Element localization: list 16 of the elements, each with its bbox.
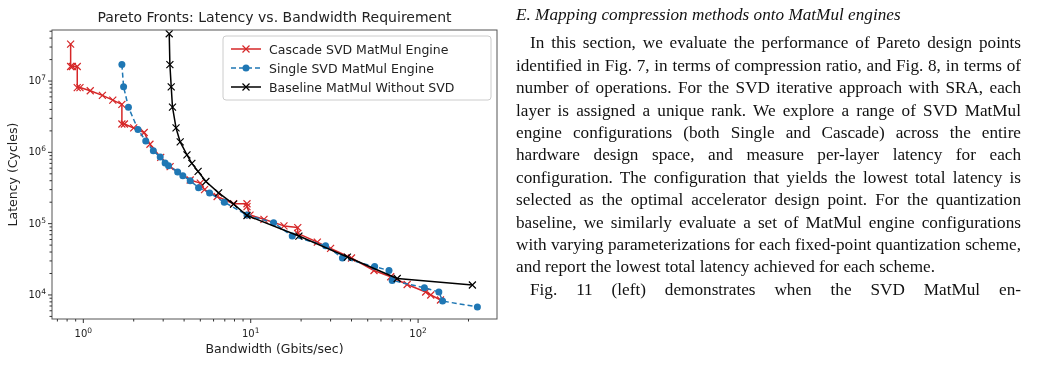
- y-tick-label: 10$^{5}$: [28, 215, 47, 229]
- x-tick-label: 10$^{1}$: [241, 325, 260, 339]
- y-tick-label: 10$^{7}$: [28, 72, 47, 87]
- x-axis-title: Bandwidth (Gbits/sec): [205, 341, 344, 356]
- y-tick-label: 10$^{6}$: [28, 143, 47, 158]
- chart-title: Pareto Fronts: Latency vs. Bandwidth Requirement: [97, 9, 453, 25]
- text: E. Mapping compression methods onto MatMul engines: [516, 4, 902, 26]
- caption: Fig. 11 (left) demonstrates when the SVD MatMul en-: [529, 278, 1021, 301]
- y-tick-label: 10$^{4}$: [28, 286, 47, 300]
- legend-label: Baseline MatMul Without SVD: [269, 79, 455, 95]
- text: In this section, we evaluate the performance of Pareto design points identified in Fig. 7, in terms of compression ratio, and Fig. 8, in terms of number of operations. For the SVD iterative approach with SRA, each layer is assigned a unique rank. We explore a range of SVD MatMul engine configurations (both Single and Cascade) across the entire hardware design space, and measure per-layer latency for each configuration. The configuration that yields the lowest total latency is selected as the optimal accelerator design point. For the quantization baseline, we similarly evaluate a set of MatMul engine configurations with varying parameterizations for each fixed-point quantization scheme, and report the lowest total latency achieved for each scheme.: [516, 33, 1021, 277]
- x-tick-label: 10$^{0}$: [74, 325, 93, 339]
- y-axis-title: Latency (Cycles): [5, 122, 20, 227]
- legend-label: Cascade SVD MatMul Engine: [269, 41, 449, 57]
- legend-label: Single SVD MatMul Engine: [269, 60, 435, 76]
- x-tick-label: 10$^{2}$: [409, 325, 428, 339]
